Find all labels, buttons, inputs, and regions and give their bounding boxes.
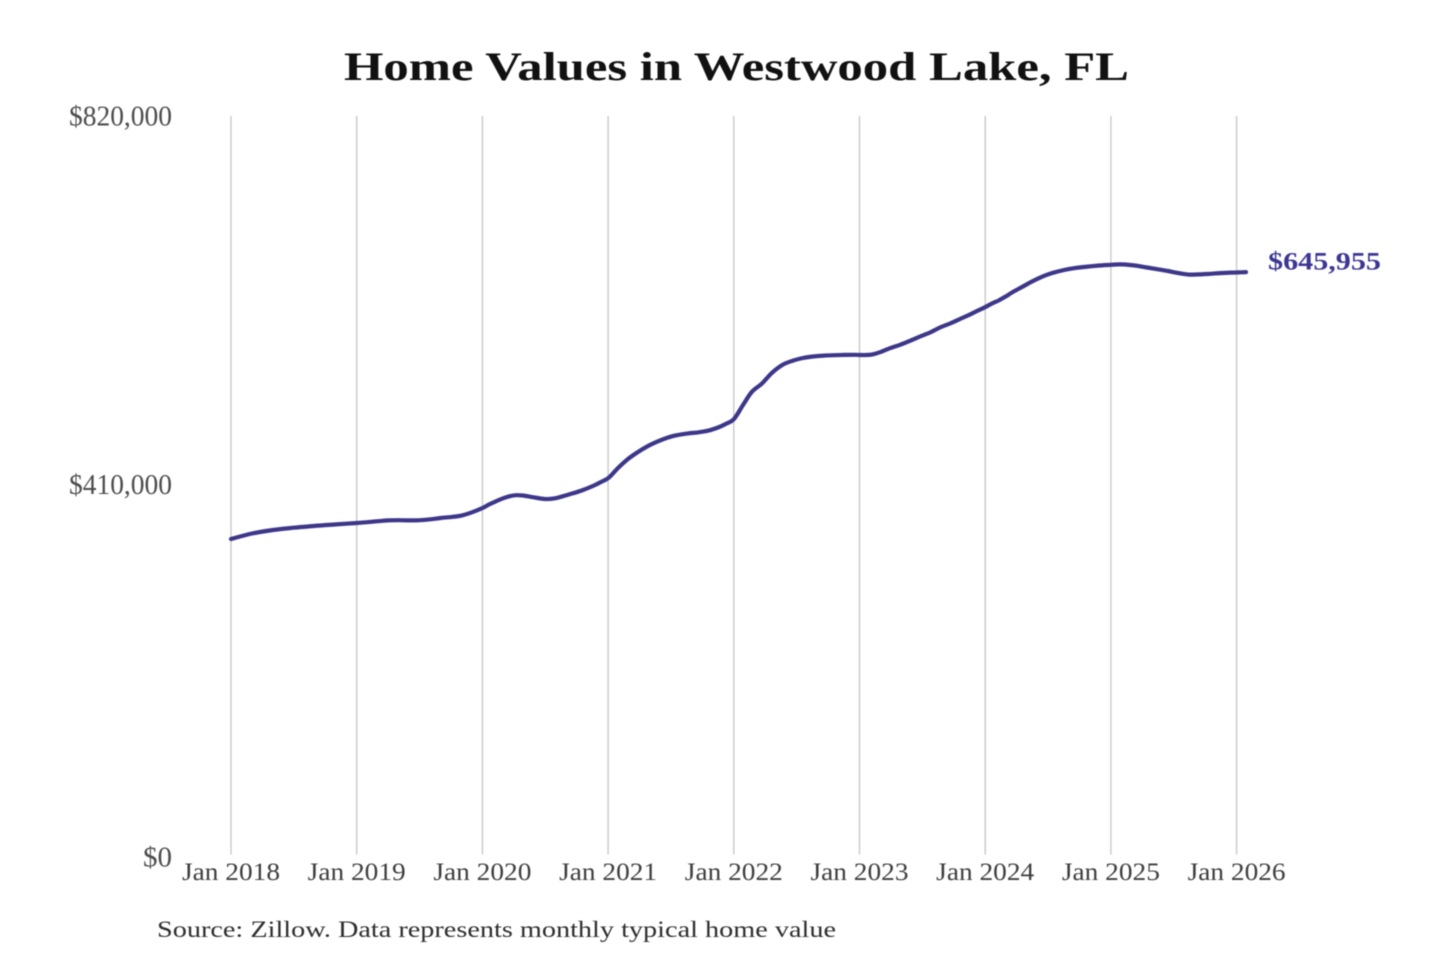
svg-text:Jan 2019: Jan 2019: [308, 859, 406, 886]
svg-text:Jan 2025: Jan 2025: [1062, 859, 1160, 886]
svg-text:Jan 2024: Jan 2024: [936, 859, 1035, 886]
svg-text:Jan 2021: Jan 2021: [559, 859, 657, 886]
svg-text:Jan 2020: Jan 2020: [433, 859, 531, 886]
svg-text:$0: $0: [143, 842, 172, 874]
svg-text:Home Values in Westwood Lake,: Home Values in Westwood Lake, FL: [344, 44, 1129, 89]
svg-text:Jan 2026: Jan 2026: [1188, 859, 1286, 886]
svg-text:$820,000: $820,000: [69, 101, 172, 133]
svg-text:$645,955: $645,955: [1268, 247, 1381, 276]
svg-text:$410,000: $410,000: [69, 469, 172, 501]
svg-text:Jan 2022: Jan 2022: [685, 859, 783, 886]
svg-text:Source: Zillow. Data represent: Source: Zillow. Data represents monthly …: [157, 917, 836, 942]
svg-text:Jan 2018: Jan 2018: [182, 859, 280, 886]
svg-text:Jan 2023: Jan 2023: [811, 859, 909, 886]
